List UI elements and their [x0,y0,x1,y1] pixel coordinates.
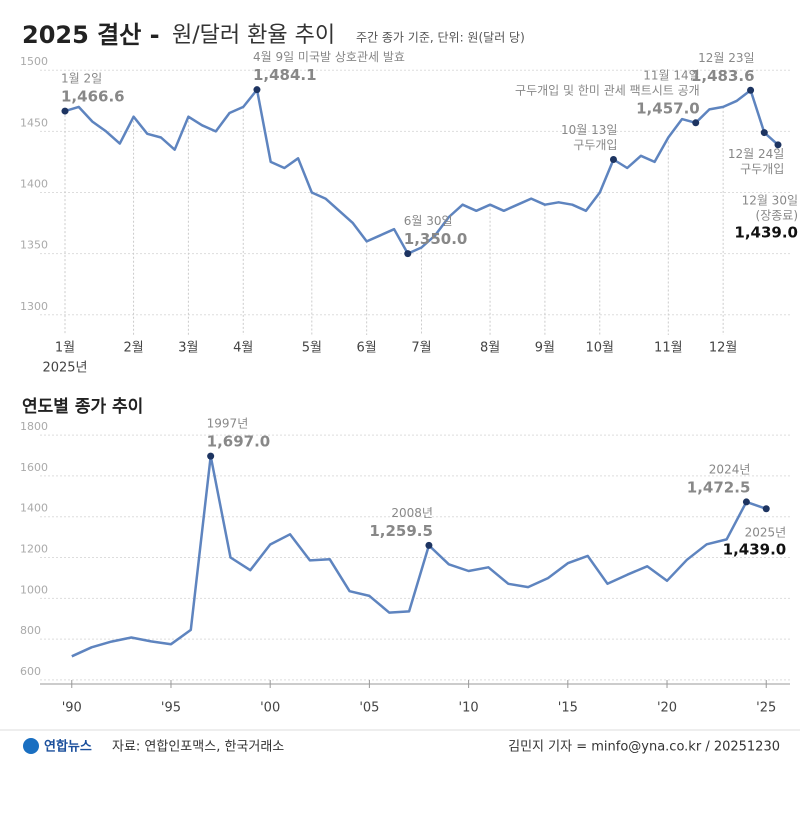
value-label: 1,350.0 [404,230,468,248]
x-tick-label: '15 [558,701,578,716]
note: 구두개입 [740,162,784,176]
logo: 연합뉴스 [44,739,92,755]
highlight-point [425,541,433,549]
credit: 김민지 기자 = minfo@yna.co.kr / 20251230 [508,740,780,755]
note: 4월 9일 미국발 상호관세 발효 [253,50,405,64]
value-label: 1,259.5 [369,522,433,540]
y-tick-label: 1000 [20,583,48,596]
note: 1월 2일 [61,72,102,86]
x-tick-label: 10월 [585,341,614,356]
x-tick-label: 8월 [480,341,500,356]
highlight-point [207,452,215,460]
title: 2025 결산 - [22,21,160,49]
highlight-point [609,155,617,163]
y-tick-label: 1200 [20,543,48,556]
x-tick-label: '25 [756,701,776,716]
source: 자료: 연합인포맥스, 한국거래소 [112,740,284,755]
subtitle: 주간 종가 기준, 단위: 원(달러 당) [356,31,525,45]
x-tick-label: '10 [459,701,479,716]
logo-icon [23,738,39,754]
x-tick-label: 4월 [233,341,253,356]
x-tick-label: 9월 [535,341,555,356]
note: 1997년 [207,417,249,431]
highlight-point [61,107,69,115]
note: 12월 23일 [698,51,754,65]
highlight-point [774,141,782,149]
x-tick-label: 5월 [302,341,322,356]
y-tick-label: 1300 [20,300,48,313]
note: 6월 30일 [404,214,453,228]
highlight-point [692,119,700,127]
value-label: 1,466.6 [61,88,125,106]
line [64,88,779,255]
note: 11월 14일 [643,68,699,82]
highlight-point [760,129,768,137]
x-tick-label: '95 [161,701,181,716]
y-tick-label: 800 [20,624,41,637]
value-label: 1,439.0 [734,223,798,241]
y-tick-label: 1800 [20,420,48,433]
note: 2008년 [391,506,433,520]
y-tick-label: 1500 [20,55,48,68]
chart2-title: 연도별 종가 추이 [22,397,143,417]
line [71,454,767,658]
title-rest: 원/달러 환율 추이 [172,23,335,48]
x-tick-label: 3월 [178,341,198,356]
x-tick-label: '05 [359,701,379,716]
y-tick-label: 1450 [20,116,48,129]
highlight-point [762,505,770,513]
x-tick-label: 2월 [123,341,143,356]
x-tick-label: 11월 [654,341,683,356]
x-tick-label: '00 [260,701,280,716]
x-tick-label: '20 [657,701,677,716]
x-tick-label: 6월 [357,341,377,356]
x-tick-label: '90 [62,701,82,716]
y-tick-label: 600 [20,665,41,678]
value-label: 1,483.6 [691,67,755,85]
value-label: 1,484.1 [253,66,317,84]
note: 2024년 [709,462,751,476]
year-label: 2025년 [42,361,87,376]
x-tick-label: 7월 [411,341,431,356]
y-tick-label: 1400 [20,178,48,191]
value-label: 1,457.0 [636,99,700,117]
y-tick-label: 1350 [20,239,48,252]
x-tick-label: 1월 [55,341,75,356]
value-label: 1,697.0 [207,433,271,451]
y-tick-label: 1600 [20,461,48,474]
y-tick-label: 1400 [20,502,48,515]
note: 10월 13일 [561,123,617,137]
highlight-point [742,498,750,506]
value-label: 1,472.5 [687,478,751,496]
highlight-point [404,250,412,258]
x-tick-label: 12월 [709,341,738,356]
value-label: 1,439.0 [723,540,787,558]
note: 구두개입 [573,138,617,152]
note: (장종료) [756,208,798,222]
highlight-point [253,86,261,94]
note: 2025년 [745,525,787,539]
highlight-point [747,86,755,94]
note: 12월 24일 [728,147,784,161]
note: 12월 30일 [742,193,798,207]
note: 구두개입 및 한미 관세 팩트시트 공개 [515,83,700,97]
